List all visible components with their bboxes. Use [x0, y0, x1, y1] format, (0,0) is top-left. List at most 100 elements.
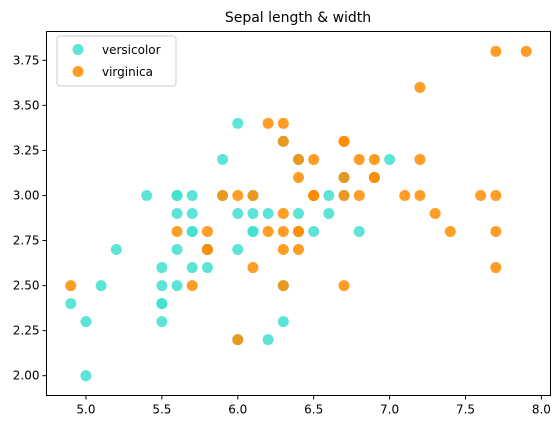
x-tick-label: 7.5 — [456, 403, 475, 417]
virginica-point — [232, 189, 244, 201]
virginica-point — [444, 226, 456, 238]
y-tick-label: 2.50 — [13, 279, 40, 293]
ticks-layer: 5.0 5.5 6.0 6.5 7.0 7.5 8.0 2.00 2.25 2.50 2.75 3.0… — [13, 53, 551, 416]
versicolor-point — [293, 208, 304, 219]
legend-label-virginica: virginica — [102, 65, 153, 79]
versicolor-point — [171, 280, 183, 292]
virginica-point — [338, 135, 350, 147]
versicolor-point — [156, 262, 168, 274]
virginica-point — [338, 171, 350, 183]
virginica-point — [277, 280, 289, 292]
versicolor-point — [323, 208, 335, 219]
versicolor-point — [186, 262, 198, 274]
virginica-point — [293, 226, 304, 238]
virginica-point — [490, 262, 502, 274]
versicolor-point — [171, 244, 183, 256]
virginica-point — [201, 244, 213, 256]
virginica-point — [429, 208, 441, 219]
virginica-point — [338, 189, 350, 201]
y-tick-label: 3.75 — [13, 53, 40, 67]
virginica-point — [368, 171, 380, 183]
virginica-point — [217, 189, 229, 201]
virginica-point — [277, 226, 289, 238]
y-tick-label: 2.25 — [13, 324, 40, 338]
y-tick-label: 3.50 — [13, 98, 40, 112]
legend-box — [56, 35, 177, 87]
versicolor-point — [65, 298, 77, 310]
virginica-point — [186, 280, 198, 292]
virginica-point — [65, 280, 77, 292]
virginica-point — [490, 226, 502, 238]
versicolor-point — [247, 226, 259, 238]
x-tick-label: 6.0 — [228, 403, 247, 417]
virginica-point — [475, 189, 487, 201]
y-tick-label: 2.75 — [13, 234, 40, 248]
virginica-point — [277, 135, 289, 147]
x-tick-label: 5.5 — [152, 403, 171, 417]
virginica-point — [293, 244, 304, 256]
virginica-point — [247, 189, 259, 201]
virginica-point — [277, 117, 289, 129]
plot-frame — [46, 31, 551, 396]
x-tick-label: 5.0 — [76, 403, 95, 417]
versicolor-point — [80, 370, 92, 382]
legend: versicolor virginica — [56, 35, 177, 87]
virginica-point — [414, 153, 426, 165]
versicolor-point — [141, 189, 153, 201]
versicolor-point — [156, 280, 168, 292]
virginica-point — [308, 189, 320, 201]
virginica-point — [201, 226, 213, 238]
points-layer — [65, 45, 532, 382]
versicolor-point — [262, 208, 274, 219]
legend-marker-virginica — [72, 66, 84, 77]
versicolor-point — [232, 208, 244, 219]
versicolor-point — [201, 262, 213, 274]
virginica-point — [520, 45, 532, 57]
versicolor-point — [308, 226, 320, 238]
x-tick-label: 6.5 — [304, 403, 323, 417]
virginica-point — [338, 280, 350, 292]
virginica-point — [293, 153, 304, 165]
virginica-point — [353, 189, 365, 201]
versicolor-point — [232, 117, 244, 129]
virginica-point — [490, 45, 502, 57]
virginica-point — [293, 171, 304, 183]
versicolor-point — [186, 189, 198, 201]
versicolor-point — [277, 316, 289, 328]
y-tick-label: 3.25 — [13, 143, 40, 157]
virginica-point — [368, 153, 380, 165]
versicolor-point — [186, 226, 198, 238]
x-tick-label: 8.0 — [532, 403, 551, 417]
legend-label-versicolor: versicolor — [102, 43, 161, 57]
virginica-point — [232, 334, 244, 346]
virginica-point — [171, 226, 183, 238]
x-tick-label: 7.0 — [380, 403, 399, 417]
virginica-point — [308, 153, 320, 165]
virginica-point — [399, 189, 411, 201]
versicolor-point — [110, 244, 122, 256]
versicolor-point — [171, 208, 183, 219]
y-tick-label: 3.00 — [13, 188, 40, 202]
virginica-point — [490, 189, 502, 201]
versicolor-point — [247, 208, 259, 219]
chart-title: Sepal length & width — [225, 10, 371, 26]
versicolor-point — [262, 334, 274, 346]
versicolor-point — [323, 189, 335, 201]
virginica-point — [247, 262, 259, 274]
virginica-point — [414, 189, 426, 201]
virginica-point — [277, 208, 289, 219]
versicolor-point — [156, 316, 168, 328]
versicolor-point — [353, 226, 365, 238]
versicolor-point — [171, 189, 183, 201]
versicolor-point — [232, 244, 244, 256]
versicolor-point — [384, 153, 396, 165]
versicolor-point — [95, 280, 107, 292]
virginica-point — [262, 226, 274, 238]
versicolor-point — [217, 153, 229, 165]
versicolor-point — [156, 298, 168, 310]
virginica-point — [277, 244, 289, 256]
virginica-point — [353, 153, 365, 165]
versicolor-point — [80, 316, 92, 328]
